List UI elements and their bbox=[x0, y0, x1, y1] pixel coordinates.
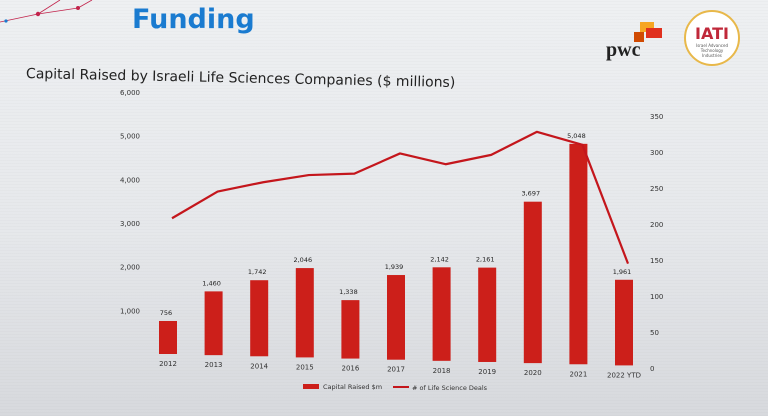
bar-value-label: 2,142 bbox=[430, 255, 449, 263]
right-axis-tick: 200 bbox=[650, 221, 663, 229]
left-axis-tick: 6,000 bbox=[120, 89, 140, 97]
x-tick-label: 2019 bbox=[478, 368, 496, 376]
x-tick-label: 2012 bbox=[159, 360, 177, 368]
bar-2020 bbox=[523, 201, 542, 364]
deals-line bbox=[171, 130, 630, 264]
left-axis-tick: 1,000 bbox=[120, 307, 140, 315]
bar-2021 bbox=[569, 143, 588, 365]
bar-value-label: 2,161 bbox=[476, 256, 495, 264]
right-axis-tick: 150 bbox=[650, 257, 663, 265]
bar-2014 bbox=[250, 280, 269, 357]
pwc-logo-text: pwc bbox=[606, 39, 641, 61]
x-tick-label: 2013 bbox=[205, 361, 223, 369]
left-axis-tick: 5,000 bbox=[120, 133, 140, 141]
bar-2018 bbox=[432, 267, 451, 361]
bar-value-label: 1,338 bbox=[339, 288, 358, 296]
x-tick-label: 2022 YTD bbox=[607, 371, 641, 379]
legend-line-label: # of Life Science Deals bbox=[412, 384, 488, 392]
pwc-logo: pwc bbox=[606, 22, 666, 62]
right-axis-tick: 250 bbox=[650, 185, 663, 193]
right-axis-tick: 300 bbox=[650, 149, 663, 157]
right-axis-tick: 0 bbox=[650, 365, 654, 373]
left-axis-tick: 2,000 bbox=[120, 264, 140, 272]
bar-value-label: 2,046 bbox=[293, 256, 312, 264]
bar-value-label: 756 bbox=[160, 309, 172, 317]
bar-value-label: 1,742 bbox=[248, 268, 267, 276]
left-axis-tick: 4,000 bbox=[120, 176, 140, 184]
x-tick-label: 2020 bbox=[524, 369, 542, 377]
bar-value-label: 3,697 bbox=[521, 190, 540, 198]
slide-heading: Funding bbox=[132, 4, 255, 35]
iati-logo-text: IATI bbox=[695, 24, 729, 43]
bar-value-label: 1,939 bbox=[385, 263, 404, 271]
bar-value-label: 1,961 bbox=[613, 268, 632, 276]
bar-2019 bbox=[478, 267, 497, 362]
x-tick-label: 2018 bbox=[433, 367, 451, 375]
bar-2016 bbox=[341, 300, 360, 359]
bar-2012 bbox=[159, 320, 177, 354]
iati-logo: IATI Israel Advanced Technology Industri… bbox=[684, 10, 740, 66]
right-axis-tick: 50 bbox=[650, 329, 659, 337]
right-axis-tick: 350 bbox=[650, 113, 663, 121]
legend-bar-swatch bbox=[303, 384, 319, 389]
bar-2017 bbox=[387, 275, 405, 360]
bar-value-label: 1,460 bbox=[202, 279, 221, 287]
left-axis-tick: 3,000 bbox=[120, 220, 140, 228]
right-axis-tick: 100 bbox=[650, 293, 663, 301]
bar-value-label: 5,048 bbox=[567, 132, 586, 140]
network-graphic bbox=[0, 0, 93, 23]
x-tick-label: 2014 bbox=[250, 362, 268, 370]
legend-bar-label: Capital Raised $m bbox=[323, 383, 382, 391]
bar-2015 bbox=[295, 268, 314, 358]
iati-logo-subtext: Israel Advanced Technology Industries bbox=[696, 43, 728, 58]
x-tick-label: 2017 bbox=[387, 366, 405, 374]
x-tick-label: 2021 bbox=[569, 370, 587, 378]
x-tick-label: 2015 bbox=[296, 363, 314, 371]
x-tick-label: 2016 bbox=[341, 365, 359, 373]
bar-2013 bbox=[204, 291, 223, 356]
bar-2022-YTD bbox=[615, 279, 633, 366]
